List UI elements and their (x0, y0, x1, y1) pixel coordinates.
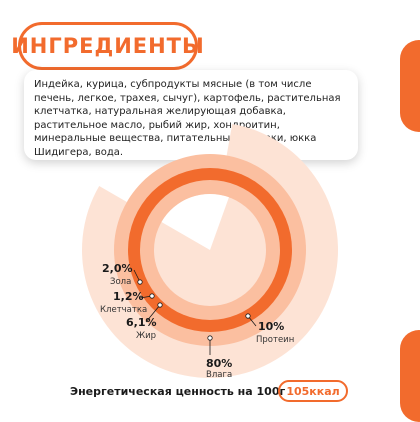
energy-value: 105ккал (286, 384, 340, 398)
pie-slice-protein-inner (161, 194, 229, 250)
energy-label: Энергетическая ценность на 100г (70, 385, 286, 398)
decorative-pill-bottom (400, 330, 420, 422)
leader-dot-fat (157, 302, 163, 308)
label-name-fiber: Клетчатка (100, 305, 148, 315)
leader-line-fat (145, 304, 161, 323)
leader-dot-moisture (207, 335, 213, 341)
ingredients-card: Индейка, курица, субпродукты мясные (в т… (24, 70, 358, 160)
energy-value-badge: 105ккал (278, 380, 348, 402)
title-badge: ИНГРЕДИЕНТЫ (11, 22, 204, 70)
label-value-protein: 10% (258, 320, 285, 333)
label-value-fat: 6,1% (126, 316, 157, 329)
leader-dot-ash (137, 279, 143, 285)
label-name-protein: Протеин (256, 335, 295, 345)
decorative-pill-top (400, 40, 420, 132)
label-name-moisture: Влага (206, 370, 233, 380)
label-value-moisture: 80% (206, 357, 233, 370)
label-value-ash: 2,0% (102, 262, 133, 275)
label-name-ash: Зола (110, 277, 132, 287)
leader-dot-fiber (149, 293, 155, 299)
ingredients-text: Индейка, курица, субпродукты мясные (в т… (34, 79, 341, 158)
label-name-fat: Жир (136, 331, 157, 341)
label-value-fiber: 1,2% (113, 290, 144, 303)
leader-dot-protein (245, 313, 251, 319)
page-title: ИНГРЕДИЕНТЫ (11, 34, 205, 58)
